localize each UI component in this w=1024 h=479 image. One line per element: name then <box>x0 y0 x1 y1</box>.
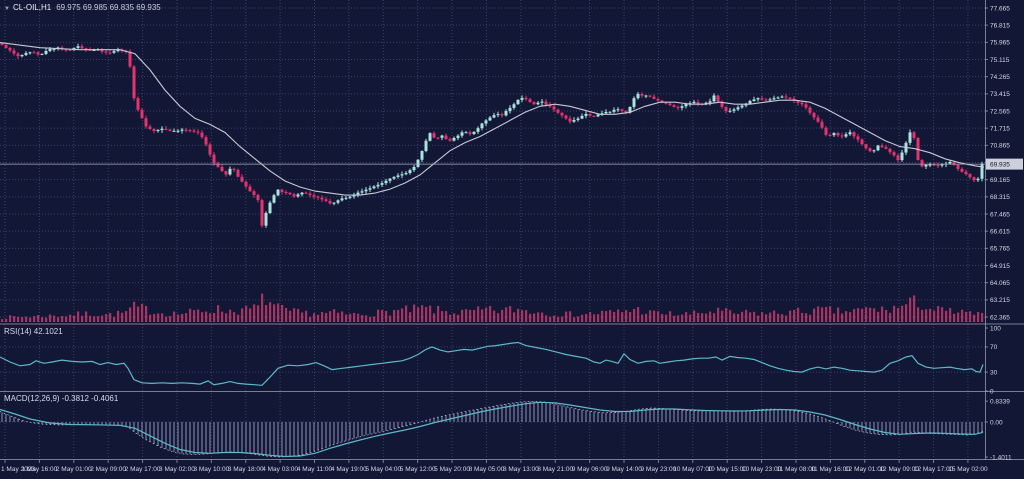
price-axis-label: 74.265 <box>990 74 1010 81</box>
price-axis-label: 64.915 <box>990 263 1010 270</box>
time-axis-label: 8 May 21:00 <box>537 466 573 473</box>
time-axis-label: 2 May 09:00 <box>90 466 126 473</box>
time-axis-label: 3 May 10:00 <box>193 466 229 473</box>
time-axis-label: 4 May 19:00 <box>331 466 367 473</box>
time-axis-label: 9 May 14:00 <box>606 466 642 473</box>
time-axis-label: 2 May 01:00 <box>56 466 92 473</box>
price-axis-label: 68.315 <box>990 194 1010 201</box>
time-axis-label: 12 May 01:00 <box>845 466 885 473</box>
price-axis-label: 72.565 <box>990 108 1010 115</box>
time-axis-label: 8 May 05:00 <box>469 466 505 473</box>
grid <box>0 0 985 460</box>
volume-histogram <box>1 293 984 322</box>
time-axis-label: 4 May 11:00 <box>297 466 333 473</box>
moving-average-line <box>0 42 985 196</box>
symbol-timeframe-label: CL-OIL,H1 <box>12 3 52 12</box>
time-axis-label: 9 May 23:00 <box>641 466 677 473</box>
chart-title: ▼ CL-OIL,H1 69.975 69.985 69.835 69.935 <box>4 3 161 14</box>
price-axis-label: 77.665 <box>990 5 1010 12</box>
current-price-value: 69.935 <box>990 162 1010 169</box>
time-axis-label: 15 May 02:00 <box>948 466 988 473</box>
time-axis-label: 12 May 09:00 <box>879 466 919 473</box>
rsi-axis-label: 100 <box>990 325 1001 332</box>
time-axis-label: 10 May 07:00 <box>673 466 713 473</box>
price-axis-label: 69.165 <box>990 177 1010 184</box>
time-axis-label: 1 May 16:00 <box>21 466 57 473</box>
time-axis-label: 8 May 13:00 <box>503 466 539 473</box>
time-axis-label: 9 May 06:00 <box>572 466 608 473</box>
time-axis-label: 1 May 2023 <box>1 466 35 473</box>
time-axis-label: 10 May 15:00 <box>707 466 747 473</box>
price-axis-label: 67.465 <box>990 211 1010 218</box>
time-axis-label: 10 May 23:00 <box>742 466 782 473</box>
macd-pane <box>0 400 984 458</box>
time-axis-label: 3 May 02:00 <box>159 466 195 473</box>
time-axis-label: 11 May 16:00 <box>811 466 850 473</box>
macd-axis-label: 0.8339 <box>990 398 1010 405</box>
time-axis-label: 12 May 17:00 <box>914 466 954 473</box>
price-axis[interactable]: 77.665 76.815 75.965 75.115 74.265 73.415 72.5… <box>985 5 1012 461</box>
time-axis-label: 5 May 04:00 <box>365 466 401 473</box>
macd-axis-label: -1.4011 <box>990 454 1012 461</box>
price-axis-label: 64.065 <box>990 280 1010 287</box>
price-axis-label: 70.865 <box>990 143 1010 150</box>
price-axis-label: 66.615 <box>990 228 1010 235</box>
rsi-axis-label: 70 <box>990 344 998 351</box>
rsi-pane <box>0 341 984 386</box>
time-axis-label: 5 May 12:00 <box>400 466 436 473</box>
price-axis-label: 62.365 <box>990 314 1010 321</box>
chart-marker-icon: ▼ <box>4 6 10 12</box>
current-price-tag: 69.935 <box>986 158 1023 170</box>
ohlc-values: 69.975 69.985 69.835 69.935 <box>56 3 161 12</box>
price-axis-label: 75.115 <box>990 57 1010 64</box>
time-axis-label: 11 May 08:00 <box>777 466 816 473</box>
price-axis-label: 73.415 <box>990 91 1010 98</box>
time-axis-label: 3 May 18:00 <box>228 466 264 473</box>
rsi-axis-label: 30 <box>990 369 998 376</box>
rsi-indicator-label: RSI(14) 42.1021 <box>4 327 63 336</box>
chart-plot-area[interactable] <box>0 0 985 460</box>
price-axis-label: 75.965 <box>990 40 1010 47</box>
rsi-axis-label: 0 <box>990 388 994 395</box>
price-axis-label: 76.815 <box>990 22 1010 29</box>
macd-axis-label: 0.00 <box>990 419 1003 426</box>
macd-indicator-label: MACD(12,26,9) -0.3812 -0.4061 <box>4 394 119 403</box>
price-axis-label: 65.765 <box>990 246 1010 253</box>
time-axis-label: 2 May 17:00 <box>125 466 161 473</box>
price-axis-label: 63.215 <box>990 297 1010 304</box>
time-axis-label: 4 May 03:00 <box>262 466 298 473</box>
time-axis-label: 5 May 20:00 <box>434 466 470 473</box>
price-axis-label: 71.715 <box>990 125 1010 132</box>
